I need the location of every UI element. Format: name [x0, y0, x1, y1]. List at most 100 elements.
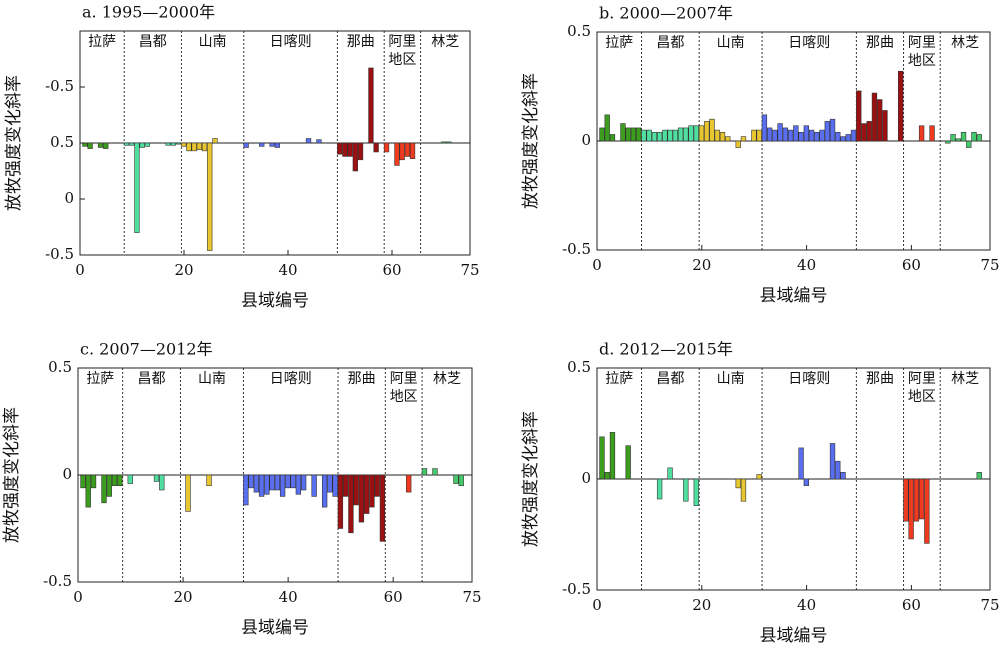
bar	[782, 127, 789, 142]
bar	[87, 142, 93, 149]
bar	[248, 474, 254, 489]
region-label: 那曲	[346, 34, 375, 50]
region-label: 拉萨	[86, 371, 115, 387]
y-tick-label: -0.5	[562, 580, 591, 598]
bar	[144, 142, 150, 147]
x-tick-label: 20	[692, 596, 711, 614]
bar	[698, 125, 705, 142]
bar	[269, 142, 275, 147]
bar	[383, 142, 390, 153]
x-tick-label: 0	[75, 261, 85, 279]
x-tick-label: 75	[980, 596, 999, 614]
region-label-box: 山南	[197, 371, 226, 387]
bar	[123, 142, 130, 146]
panel-title: d. 2012—2015年	[599, 340, 733, 359]
bar	[305, 138, 312, 144]
bar	[321, 474, 328, 508]
y-tick-label: 0.5	[48, 358, 72, 376]
bar	[719, 131, 726, 142]
y-axis-label: 放牧强度变化斜率	[521, 73, 541, 209]
bar	[347, 142, 353, 157]
bar	[259, 142, 265, 147]
region-label-box: 昌都	[656, 35, 685, 51]
bar	[181, 142, 187, 147]
bar	[861, 123, 867, 142]
region-label: 阿里 地区	[388, 34, 417, 68]
bar	[787, 129, 794, 142]
bar	[918, 125, 925, 142]
x-tick-label: 20	[692, 256, 711, 274]
bar	[918, 478, 925, 520]
bar	[399, 142, 405, 161]
region-label: 昌都	[656, 35, 685, 51]
region-label-box: 拉萨	[605, 371, 634, 387]
bar	[835, 131, 841, 142]
bar	[165, 142, 171, 146]
bar	[897, 70, 904, 142]
region-label: 林芝	[951, 371, 980, 387]
region-label: 阿里 地区	[907, 371, 936, 405]
bar	[127, 474, 133, 484]
bar	[714, 129, 720, 142]
bar	[966, 140, 972, 148]
bar	[960, 131, 967, 142]
y-axis-label: 放牧强度变化斜率	[2, 407, 22, 543]
region-label-box: 山南	[717, 35, 745, 51]
bar	[106, 474, 112, 497]
region-label-box: 阿里 地区	[388, 34, 417, 68]
bar	[709, 118, 715, 142]
bar	[651, 131, 658, 142]
region-label-box: 林芝	[433, 371, 461, 387]
region-label: 拉萨	[605, 371, 634, 387]
bar	[409, 142, 416, 159]
bar	[332, 474, 338, 497]
x-axis-label: 县域编号	[760, 286, 828, 306]
y-tick-label: 0	[581, 469, 591, 487]
region-label-box: 林芝	[951, 371, 980, 387]
bar	[740, 136, 747, 142]
bar	[300, 474, 307, 491]
bar	[866, 121, 872, 142]
bar	[134, 142, 140, 233]
x-tick-label: 60	[384, 588, 403, 606]
region-label: 山南	[197, 371, 226, 387]
bar	[111, 474, 118, 486]
region-label: 拉萨	[88, 34, 117, 50]
bar	[258, 474, 265, 497]
bar	[683, 127, 689, 142]
region-label: 昌都	[137, 371, 166, 387]
bar	[421, 468, 428, 476]
x-tick-label: 75	[460, 261, 479, 279]
bar	[82, 142, 88, 147]
bar	[368, 67, 374, 144]
bar	[139, 142, 145, 148]
region-label-box: 拉萨	[86, 371, 115, 387]
bar	[353, 474, 359, 506]
bar	[285, 474, 291, 489]
bar	[929, 125, 935, 142]
y-axis-label: 放牧强度变化斜率	[521, 411, 541, 547]
bar	[206, 474, 212, 486]
bar	[835, 460, 841, 480]
region-label: 那曲	[865, 35, 894, 51]
bar	[913, 478, 920, 522]
bar	[950, 134, 956, 142]
bar	[761, 114, 768, 142]
region-label-box: 昌都	[656, 371, 684, 387]
bar	[85, 474, 91, 508]
bar	[159, 474, 165, 491]
bar	[667, 129, 673, 142]
x-tick-label: 75	[462, 588, 481, 606]
region-label-box: 阿里 地区	[907, 371, 936, 405]
x-tick-label: 60	[382, 261, 401, 279]
bar	[840, 472, 846, 480]
bar	[212, 138, 218, 144]
x-axis-label: 县域编号	[241, 618, 309, 638]
region-label-box: 阿里 地区	[908, 35, 936, 69]
x-axis-label: 县域编号	[760, 626, 828, 646]
region-label-box: 昌都	[137, 371, 166, 387]
bar	[672, 129, 678, 142]
bar	[819, 129, 825, 142]
